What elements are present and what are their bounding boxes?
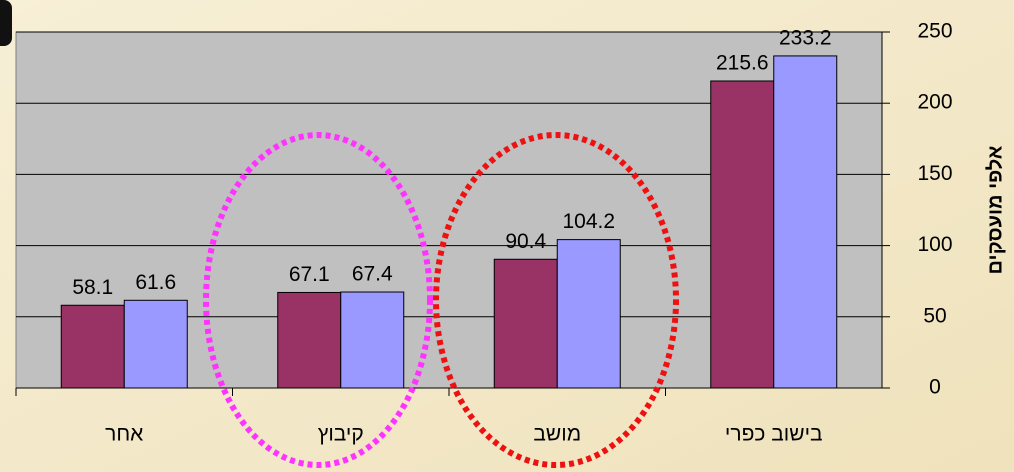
marks: 0 50 100 150 200 250 אחר 58.1 61.6 קיבוץ 67.1 67.4 מ… bbox=[15, 20, 953, 446]
x-tick-label: מושב bbox=[533, 423, 581, 446]
highlight-ellipse bbox=[433, 132, 679, 468]
data-label: 90.4 bbox=[505, 230, 546, 253]
y-tick-label: 100 bbox=[917, 233, 952, 256]
data-label: 58.1 bbox=[72, 276, 113, 299]
data-label: 104.2 bbox=[562, 210, 615, 233]
bar bbox=[340, 291, 405, 389]
y-tick-label: 150 bbox=[917, 162, 952, 185]
data-label: 67.1 bbox=[289, 263, 330, 286]
y-tick-label: 50 bbox=[923, 304, 946, 327]
bar bbox=[123, 299, 188, 389]
y-tick-label: 200 bbox=[917, 91, 952, 114]
x-tick-label: אחר bbox=[105, 423, 143, 446]
corner-tab bbox=[0, 0, 12, 46]
y-tick-label: 250 bbox=[917, 20, 952, 43]
y-tick-label: 0 bbox=[929, 376, 941, 399]
x-tick-label: קיבוץ bbox=[318, 423, 364, 446]
bar bbox=[710, 80, 775, 389]
bar bbox=[60, 304, 125, 389]
bar bbox=[493, 258, 558, 389]
x-tick-label: בישוב כפרי bbox=[725, 423, 823, 446]
bar bbox=[277, 291, 342, 389]
highlight-ellipse bbox=[203, 132, 433, 468]
data-label: 215.6 bbox=[716, 52, 769, 75]
bar bbox=[556, 239, 621, 389]
data-label: 233.2 bbox=[779, 26, 832, 49]
bar bbox=[773, 55, 838, 389]
data-label: 61.6 bbox=[135, 271, 176, 294]
y-axis-label: אלפי מועסקים bbox=[984, 145, 1006, 274]
data-label: 67.4 bbox=[352, 263, 393, 286]
